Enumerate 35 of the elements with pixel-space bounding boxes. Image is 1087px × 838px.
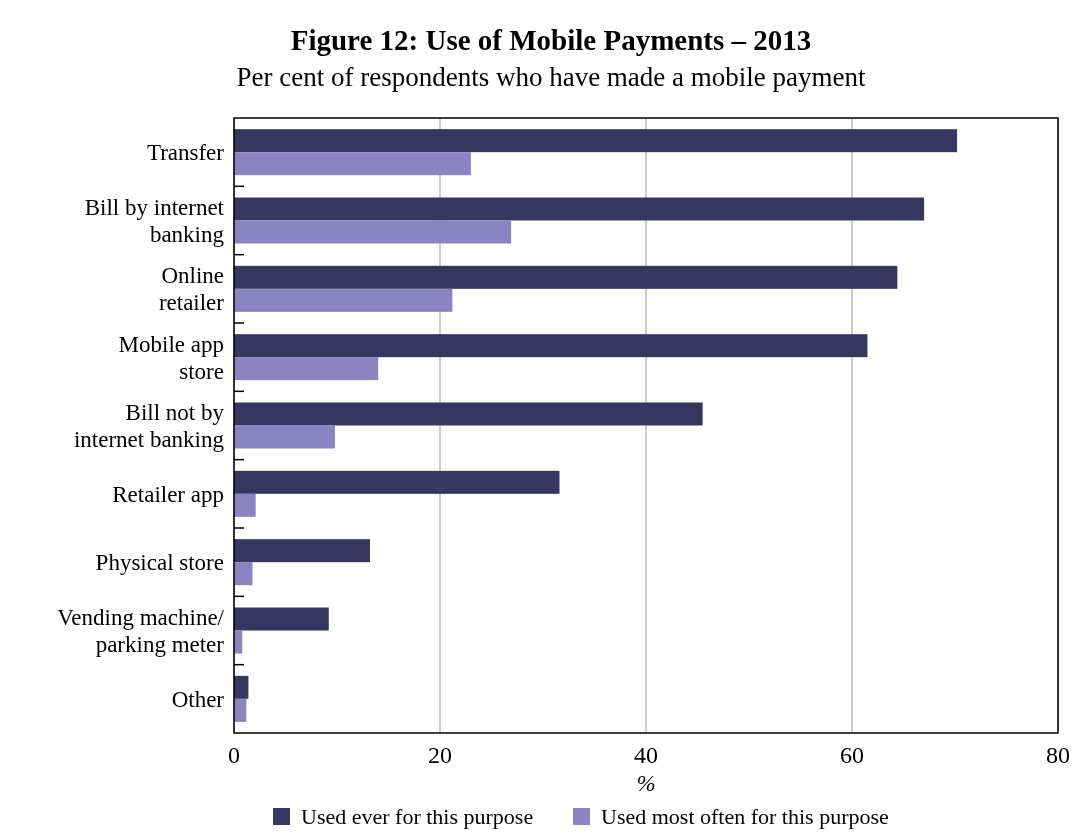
bar xyxy=(234,675,249,699)
y-tick-label: Transfer xyxy=(146,140,225,166)
bar xyxy=(234,402,703,426)
bar xyxy=(234,265,898,289)
bar xyxy=(234,562,253,586)
bar xyxy=(234,470,560,494)
bar xyxy=(234,220,512,244)
x-tick-label: 60 xyxy=(840,742,864,768)
bar xyxy=(234,197,925,221)
y-tick-label: Online retailer xyxy=(158,263,225,316)
legend-label: Used ever for this purpose xyxy=(301,804,534,829)
x-tick-label: 80 xyxy=(1046,742,1070,768)
bar xyxy=(234,288,453,312)
y-tick-label: Other xyxy=(171,686,225,712)
y-tick-label: Bill by internet banking xyxy=(84,195,225,247)
x-tick-label: 40 xyxy=(634,742,658,768)
y-tick-label: Bill not by internet banking xyxy=(73,400,225,452)
y-tick-label: Mobile app store xyxy=(118,331,224,384)
chart-title: Figure 12: Use of Mobile Payments – 2013 xyxy=(290,24,812,56)
bar xyxy=(234,152,471,176)
bar xyxy=(234,129,958,153)
bar xyxy=(234,607,329,631)
bar xyxy=(234,334,868,358)
x-axis-title: % xyxy=(636,771,656,796)
bar xyxy=(234,539,370,563)
x-tick-label: 0 xyxy=(228,742,240,768)
y-tick-label: Physical store xyxy=(95,550,224,576)
bar xyxy=(234,425,335,449)
chart-subtitle: Per cent of respondents who have made a mobile payment xyxy=(236,62,867,92)
y-tick-label: Retailer app xyxy=(112,481,224,507)
x-tick-label: 20 xyxy=(428,742,452,768)
y-tick-label: Vending machine/ parking meter xyxy=(57,605,225,657)
bar xyxy=(234,493,256,517)
bar xyxy=(234,357,379,381)
legend-label: Used most often for this purpose xyxy=(601,804,889,829)
